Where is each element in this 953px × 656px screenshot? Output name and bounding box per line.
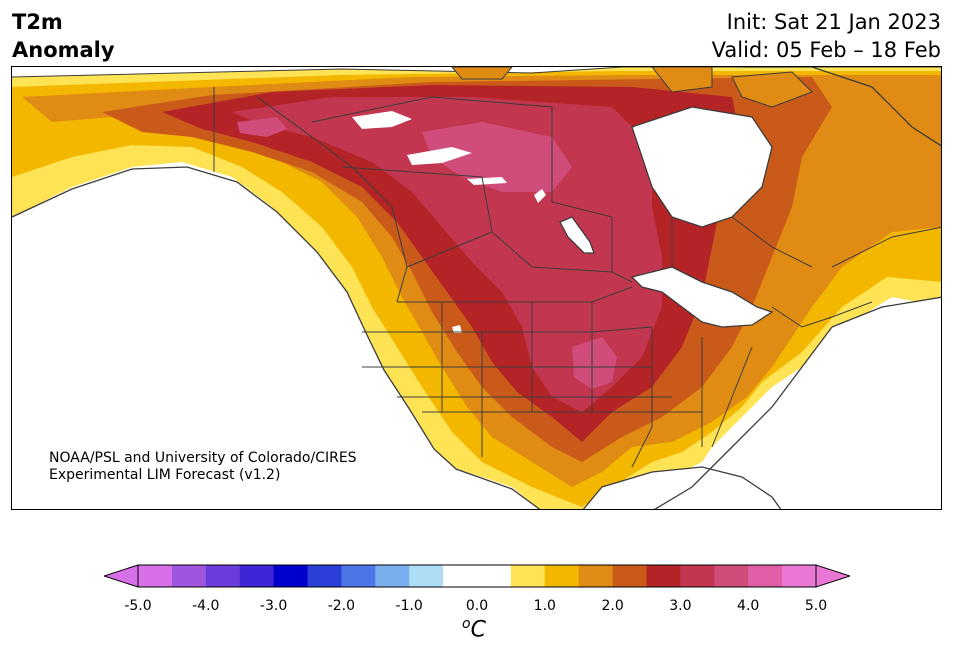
colorbar-extend-high — [815, 564, 850, 588]
colorbar-tick-label: -2.0 — [327, 598, 356, 614]
lake-athabasca — [467, 177, 507, 185]
colorbar — [104, 564, 850, 588]
colorbar-tick-label: -1.0 — [395, 598, 423, 614]
arctic-island-3 — [451, 67, 513, 80]
colorbar-border — [137, 564, 817, 588]
gulf-of-mexico — [583, 467, 781, 509]
title-variable: T2m — [12, 10, 63, 34]
colorbar-tick-label: 4.0 — [737, 598, 760, 614]
colorbar-cell — [612, 565, 647, 587]
atlantic-ocean — [655, 297, 941, 509]
colorbar-cell — [782, 565, 817, 587]
lake-winnipegosis — [534, 189, 546, 203]
valid-range: Valid: 05 Feb – 18 Feb — [711, 38, 941, 62]
forecast-dates: Init: Sat 21 Jan 2023 Valid: 05 Feb – 18… — [712, 8, 941, 64]
anomaly-map — [11, 66, 942, 510]
colorbar-cell — [239, 565, 275, 587]
great-salt-lake — [452, 325, 462, 333]
colorbar-tick-labels: -5.0 -4.0 -3.0 -2.0 -1.0 0.0 1.0 2.0 3.0 4.0 5.0 — [0, 598, 953, 618]
colorbar-cell — [307, 565, 342, 587]
units-label: oC — [462, 616, 486, 642]
credit-text: NOAA/PSL and University of Colorado/CIRE… — [49, 450, 357, 484]
rose-core-west — [237, 117, 287, 137]
colorbar-cell — [375, 565, 410, 587]
colorbar-cell — [477, 565, 512, 587]
map-canvas — [12, 67, 941, 509]
colorbar-cell — [646, 565, 681, 587]
colorbar-cell — [680, 565, 715, 587]
credit-line-1: NOAA/PSL and University of Colorado/CIRE… — [49, 450, 357, 466]
colorbar-cell — [273, 565, 308, 587]
colorbar-tick-label: -5.0 — [124, 598, 152, 614]
colorbar-cell — [544, 565, 580, 587]
colorbar-cell — [443, 565, 478, 587]
colorbar-extend-low — [104, 564, 139, 588]
colorbar-tick-label: 5.0 — [804, 598, 828, 614]
title-type: Anomaly — [12, 38, 115, 62]
colorbar-cell — [409, 565, 444, 587]
colorbar-tick-label: 0.0 — [465, 598, 489, 614]
rose-core-south — [572, 337, 617, 389]
colorbar-tick-label: -3.0 — [259, 598, 288, 614]
political-boundaries — [12, 67, 941, 468]
pacific-ocean — [12, 167, 540, 509]
init-date: Init: Sat 21 Jan 2023 — [726, 10, 941, 34]
lake-great-slave — [407, 147, 472, 165]
units-base: C — [470, 617, 486, 643]
rose-core-north — [422, 122, 572, 192]
colorbar-tick-label: -4.0 — [192, 598, 220, 614]
colorbar-tick-label: 1.0 — [533, 598, 556, 614]
arctic-island-1 — [651, 67, 713, 93]
map-title: T2m Anomaly — [12, 8, 115, 64]
colorbar-cell — [510, 565, 546, 587]
colorbar-cell — [138, 565, 173, 587]
lake-winnipeg — [560, 217, 594, 253]
colorbar-cell — [341, 565, 376, 587]
arctic-island-2 — [731, 71, 813, 108]
colorbar-cell — [578, 565, 614, 587]
colorbar-tick-label: 3.0 — [669, 598, 692, 614]
units-degree: o — [462, 616, 471, 632]
colorbar-tick-label: 2.0 — [601, 598, 624, 614]
credit-line-2: Experimental LIM Forecast (v1.2) — [49, 467, 281, 483]
lake-great-bear — [352, 111, 412, 129]
hudson-bay — [632, 107, 772, 227]
colorbar-cell — [171, 565, 207, 587]
colorbar-cell — [714, 565, 749, 587]
colorbar-cell — [205, 565, 241, 587]
coastlines — [12, 67, 941, 509]
colorbar-cells — [138, 565, 817, 587]
colorbar-cell — [748, 565, 783, 587]
great-lakes — [632, 267, 772, 327]
